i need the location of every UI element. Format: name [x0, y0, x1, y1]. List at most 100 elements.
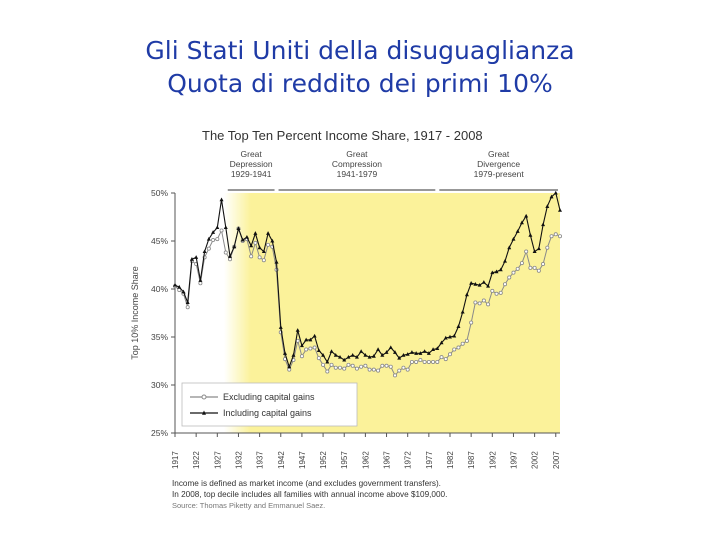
data-point	[558, 208, 562, 212]
data-point	[354, 354, 359, 359]
data-point	[380, 363, 385, 368]
data-point	[346, 362, 351, 367]
data-point	[299, 343, 304, 348]
data-point	[528, 265, 533, 270]
period-label: Divergence	[477, 159, 520, 169]
data-point	[401, 353, 406, 357]
data-point	[291, 353, 296, 357]
data-point	[325, 369, 330, 374]
data-point	[384, 350, 389, 354]
data-point	[469, 281, 474, 285]
data-point	[261, 249, 266, 254]
y-tick-label: 35%	[151, 332, 168, 342]
data-point	[507, 275, 512, 280]
data-point	[198, 278, 203, 282]
data-point	[367, 354, 372, 359]
y-tick-label: 50%	[151, 188, 168, 198]
data-point	[456, 345, 461, 350]
x-tick-label: 1957	[340, 451, 349, 469]
data-point	[308, 346, 313, 351]
x-tick-label: 1962	[361, 451, 370, 469]
data-point	[490, 270, 495, 275]
data-point	[376, 368, 381, 373]
data-point	[549, 194, 554, 199]
data-point	[392, 373, 397, 378]
data-point	[244, 234, 249, 239]
data-point	[363, 353, 368, 357]
data-point	[359, 364, 364, 369]
data-point	[414, 359, 419, 364]
income-share-chart: The Top Ten Percent Income Share, 1917 -…	[130, 128, 562, 510]
data-point	[202, 249, 207, 254]
data-point	[312, 333, 317, 338]
data-point	[498, 290, 503, 295]
data-point	[206, 236, 211, 241]
data-point	[439, 340, 444, 345]
data-point	[557, 234, 562, 239]
data-point	[312, 345, 317, 350]
data-point	[266, 231, 271, 235]
x-tick-label: 1987	[467, 451, 476, 469]
data-point	[253, 240, 258, 245]
data-point	[486, 283, 491, 288]
data-point	[486, 302, 491, 307]
legend-marker	[201, 394, 207, 400]
period-label: Depression	[230, 159, 273, 169]
data-point	[515, 266, 520, 271]
legend-marker	[202, 410, 206, 415]
data-point	[350, 363, 355, 368]
data-point	[177, 284, 182, 289]
data-point	[426, 359, 431, 364]
data-point	[185, 300, 190, 304]
data-point	[270, 238, 275, 243]
x-tick-label: 1982	[446, 451, 455, 469]
data-point	[464, 338, 469, 343]
y-tick-label: 30%	[151, 380, 168, 390]
data-point	[215, 225, 220, 230]
data-point	[249, 243, 254, 248]
data-point	[494, 269, 499, 274]
data-point	[549, 234, 554, 239]
data-point	[443, 335, 448, 340]
data-point	[228, 257, 233, 262]
slide-title: Gli Stati Uniti della disuguaglianza Quo…	[0, 34, 720, 100]
x-tick-label: 1937	[256, 451, 265, 469]
data-point	[452, 333, 457, 338]
data-point	[283, 351, 287, 355]
data-point	[308, 337, 313, 342]
data-point	[274, 259, 279, 264]
data-point	[173, 282, 177, 287]
data-point	[477, 282, 482, 287]
data-point	[426, 351, 431, 355]
data-point	[388, 345, 393, 350]
period-label: 1979-present	[474, 169, 525, 179]
data-point	[388, 364, 393, 369]
data-point	[350, 353, 355, 357]
period-label: Great	[488, 149, 510, 159]
data-point	[223, 225, 228, 230]
data-point	[464, 292, 469, 297]
data-point	[524, 249, 529, 254]
data-point	[211, 238, 216, 243]
data-point	[376, 347, 381, 351]
data-point	[553, 232, 558, 237]
data-point	[236, 226, 241, 231]
x-tick-label: 1977	[425, 451, 434, 469]
data-point	[321, 353, 326, 357]
data-point	[532, 265, 537, 270]
data-point	[321, 362, 326, 367]
x-tick-label: 1972	[404, 451, 413, 469]
data-point	[524, 213, 529, 218]
data-point	[215, 237, 220, 242]
data-point	[536, 246, 541, 251]
data-point	[194, 255, 199, 259]
x-tick-label: 2002	[531, 451, 540, 469]
period-label: Compression	[332, 159, 382, 169]
data-point	[219, 197, 224, 202]
data-point	[507, 245, 512, 250]
x-tick-label: 1942	[277, 451, 286, 469]
data-point	[528, 233, 533, 237]
data-point	[371, 367, 376, 372]
data-point	[189, 257, 194, 261]
data-point	[439, 355, 444, 360]
